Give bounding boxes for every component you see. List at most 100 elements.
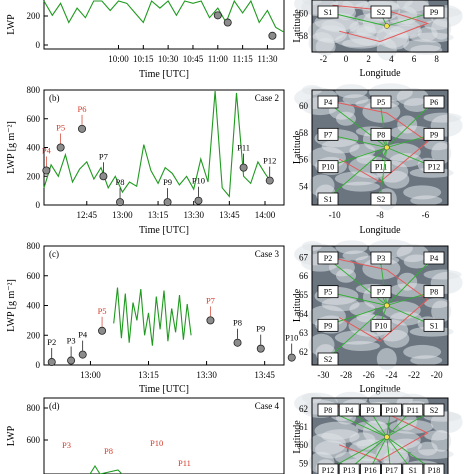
lat-tick-label: 61 [299,422,308,432]
map-label-box [423,403,445,417]
cloud-patch [383,170,410,189]
connector-line [326,147,388,200]
map-label: P9 [324,321,332,330]
cloud-patch [376,348,397,371]
map-label: P18 [428,466,440,474]
x-axis-label: Time [UTC] [139,69,189,80]
map-label-box [317,5,339,19]
y-axis-label: LWP [g m⁻²] [6,121,17,174]
cloud-patch [336,6,356,20]
x-tick-label: 13:00 [112,210,133,220]
lwp-series-line [43,0,285,33]
plot-frame [43,397,285,474]
point-label: P8 [116,177,125,187]
cloud-patch [348,23,393,46]
map-frame [311,397,449,474]
sample-point [206,316,215,325]
x-tick-label: 13:00 [80,370,101,380]
lon-tick-label: -30 [317,370,329,380]
point-label: P11 [178,458,191,468]
map-label-box [370,192,392,206]
map-label-box [423,318,445,332]
connector-line [386,257,434,306]
cloud-patch [362,420,389,443]
lon-tick-label: 8 [434,54,439,64]
lwp-series-line [113,287,192,346]
lat-tick-label: 65 [299,290,309,300]
point-label: P7 [206,295,215,305]
cloud-patch [431,17,452,40]
lat-tick-label: 62 [299,347,308,357]
time-series-panel-1: 200 0 LWP 10:00 10:15 10:30 10:45 11:00 11:15 11:… [6,0,285,80]
lon-tick-label: 2 [366,54,371,64]
lat-tick-label: 60 [299,101,309,111]
plot-frame [43,245,285,366]
map-label-box [317,403,339,417]
plot-frame [43,0,285,50]
flight-track [332,4,430,43]
map-label-box [423,285,445,299]
x-tick-label: 14:00 [255,210,276,220]
longitude-axis-label: Longitude [359,225,401,236]
map-label: P10 [375,321,387,330]
map-label-box [317,285,339,299]
x-axis-label: Time [UTC] [139,225,189,236]
map-label: P8 [324,406,332,415]
lwp-series-line [43,90,273,198]
x-tick-label: 13:30 [196,370,217,380]
sample-point [163,198,172,207]
cloud-patch [335,240,368,255]
connector-line [386,101,434,148]
map-label: P13 [343,466,355,474]
y-tick-label: 400 [27,301,41,311]
point-label: P8 [233,318,242,328]
x-tick-label: 10:45 [183,54,204,64]
map-label: P3 [377,254,385,263]
sample-location-marker [384,23,390,29]
cloud-patch [341,340,380,351]
cloud-patch [403,344,442,359]
lat-tick-label: 60 [299,440,309,450]
lat-tick-label: 64 [299,309,309,319]
lon-tick-label: -10 [329,210,341,220]
map-label: P4 [345,406,353,415]
map-label-box [338,463,360,474]
lat-tick-label: 58 [299,31,309,41]
cloud-patch [431,142,452,165]
y-axis-label: LWP [6,14,17,35]
point-label: P4 [78,330,88,340]
lon-tick-label: -26 [363,370,375,380]
map-label: P7 [324,130,332,139]
map-label: S2 [377,8,385,17]
panel-letter: (d) [49,401,60,411]
lon-tick-label: -24 [385,370,397,380]
cloud-patch [321,139,360,154]
sample-location-marker [384,302,390,309]
point-label: P3 [62,440,71,450]
map-label-box [317,95,339,109]
map-label-box [423,95,445,109]
map-label: P12 [428,163,440,172]
case-label: Case 2 [255,93,279,103]
sample-point [233,338,242,347]
x-tick-label: 12:45 [77,210,98,220]
map-label: P12 [322,466,334,474]
cloud-patch [336,111,356,126]
map-label-box [423,5,445,19]
cloud-patch [431,300,452,323]
y-axis-label: LWP [6,425,17,446]
connector-line [379,147,388,200]
map-label: P7 [377,288,385,297]
lwp-series-line [89,464,123,474]
point-label: P10 [150,438,163,448]
map-label-box [317,127,339,141]
x-tick-label: 13:30 [183,210,204,220]
lon-tick-label: -28 [340,370,352,380]
longitude-axis-label: Longitude [359,68,401,79]
point-label: P9 [163,177,172,187]
sample-point [287,353,296,362]
x-tick-label: 13:15 [138,370,159,380]
cloud-patch [389,12,434,27]
y-tick-label: 0 [36,40,41,50]
longitude-axis-label: Longitude [359,384,401,395]
